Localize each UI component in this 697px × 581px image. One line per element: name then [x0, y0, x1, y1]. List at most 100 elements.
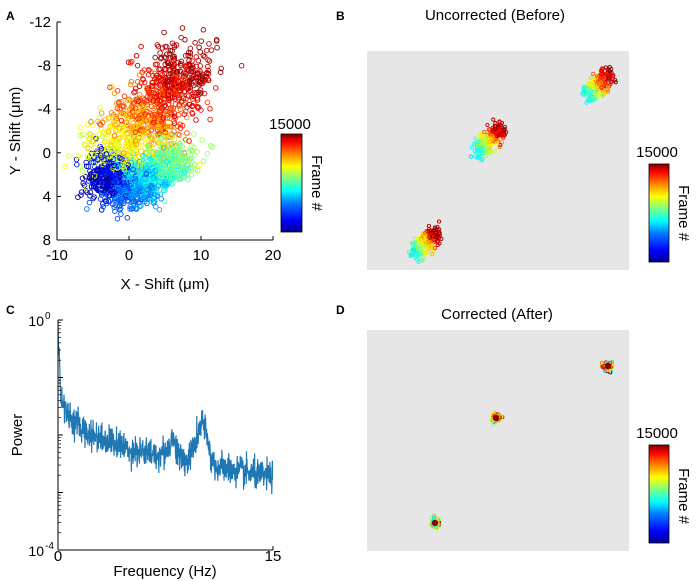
panel-a-point: [86, 199, 93, 206]
panel-c-plot: [58, 326, 273, 495]
panel-b-point: [479, 144, 485, 150]
panel-a-point: [153, 204, 159, 210]
panel-d-point: [432, 513, 437, 518]
panel-b-point: [475, 155, 480, 160]
panel-b-point: [605, 71, 610, 77]
panel-a-point: [167, 55, 174, 61]
panel-a-point: [141, 79, 148, 86]
panel-b-point: [587, 97, 592, 102]
panel-a-ytick-label: -8: [38, 58, 51, 75]
panel-a-point: [184, 130, 190, 136]
panel-a-point: [134, 79, 141, 85]
panel-a-point: [100, 161, 106, 168]
panel-b-point: [439, 236, 444, 241]
panel-a-point: [113, 150, 119, 156]
panel-a-point: [136, 83, 143, 89]
panel-a-point: [157, 50, 163, 56]
panel-b-point: [603, 65, 608, 70]
panel-a-point: [139, 190, 145, 196]
panel-a-point: [127, 206, 133, 212]
panel-b-point: [423, 251, 428, 256]
panel-a-point: [139, 166, 145, 173]
panel-b-point: [600, 73, 605, 78]
panel-a-point: [178, 34, 184, 41]
panel-a-point: [88, 119, 94, 125]
panel-a-point: [102, 198, 109, 204]
panel-a-point: [110, 112, 117, 118]
panel-a-point: [177, 106, 184, 113]
panel-a-point: [120, 200, 127, 207]
panel-a-point: [100, 203, 106, 210]
panel-a-point: [123, 112, 129, 118]
panel-a-point: [206, 58, 213, 64]
panel-a-point: [155, 124, 162, 131]
panel-b-point: [588, 75, 593, 80]
panel-a-point: [202, 53, 208, 60]
panel-a-point: [137, 72, 143, 78]
panel-a-point: [164, 51, 170, 57]
panel-a-point: [206, 41, 212, 47]
panel-a-point: [158, 150, 164, 157]
panel-a-point: [147, 183, 154, 189]
panel-a-point: [133, 53, 140, 59]
panel-b-point: [591, 71, 596, 76]
panel-d-points: [428, 360, 615, 531]
panel-a-point: [126, 161, 133, 167]
panel-a-point: [138, 120, 145, 127]
panel-b-point: [486, 127, 492, 132]
panel-a-point: [121, 175, 127, 182]
panel-a-point: [167, 115, 173, 122]
panel-b-point: [406, 250, 411, 255]
panel-a-ytick-label: 4: [43, 188, 51, 205]
panel-a-point: [134, 138, 140, 144]
panel-a-point: [214, 44, 220, 51]
panel-a-point: [205, 57, 211, 63]
panel-b-point: [434, 235, 439, 240]
panel-a-point: [111, 133, 118, 139]
panel-b-point: [501, 127, 507, 132]
panel-b-feature-1: [406, 219, 444, 264]
panel-b-points: [406, 64, 618, 264]
panel-b-point: [491, 117, 496, 122]
panel-a-point: [200, 27, 207, 33]
panel-a-point: [164, 155, 170, 162]
panel-a-point: [144, 149, 151, 156]
panel-b-point: [608, 80, 613, 85]
panel-a-point: [143, 170, 150, 176]
panel-a-point: [128, 206, 135, 212]
panel-a-point: [110, 165, 116, 172]
panel-a-point: [156, 178, 162, 185]
panel-a-point: [169, 40, 176, 46]
panel-a-point: [162, 143, 168, 150]
panel-b-point: [428, 247, 433, 252]
panel-a-point: [176, 176, 182, 182]
panel-a-point: [102, 131, 109, 138]
panel-a-point: [96, 115, 103, 121]
panel-b-point: [471, 141, 476, 146]
panel-a-point: [181, 89, 188, 95]
panel-a-point: [142, 126, 148, 133]
panel-b-point: [415, 257, 420, 262]
panel-b-point: [498, 123, 503, 128]
panel-a-point: [103, 164, 110, 171]
panel-a-point: [166, 97, 173, 104]
panel-a-point: [131, 89, 137, 96]
panel-a-point: [134, 108, 141, 114]
panel-a-point: [112, 208, 118, 214]
panel-a-point: [171, 128, 177, 135]
panel-b-point: [594, 74, 600, 79]
panel-b-point: [486, 144, 491, 149]
panel-a-point: [146, 190, 153, 196]
panel-b-point: [481, 133, 486, 138]
panel-a-point: [134, 62, 141, 69]
panel-a-point: [159, 93, 166, 100]
panel-a-point: [171, 77, 178, 84]
panel-a-point: [105, 131, 111, 138]
panel-a-point: [177, 88, 183, 94]
panel-a-point: [213, 38, 220, 44]
panel-a-point: [133, 135, 140, 141]
panel-b-point: [436, 239, 441, 244]
panel-a-point: [170, 83, 176, 89]
